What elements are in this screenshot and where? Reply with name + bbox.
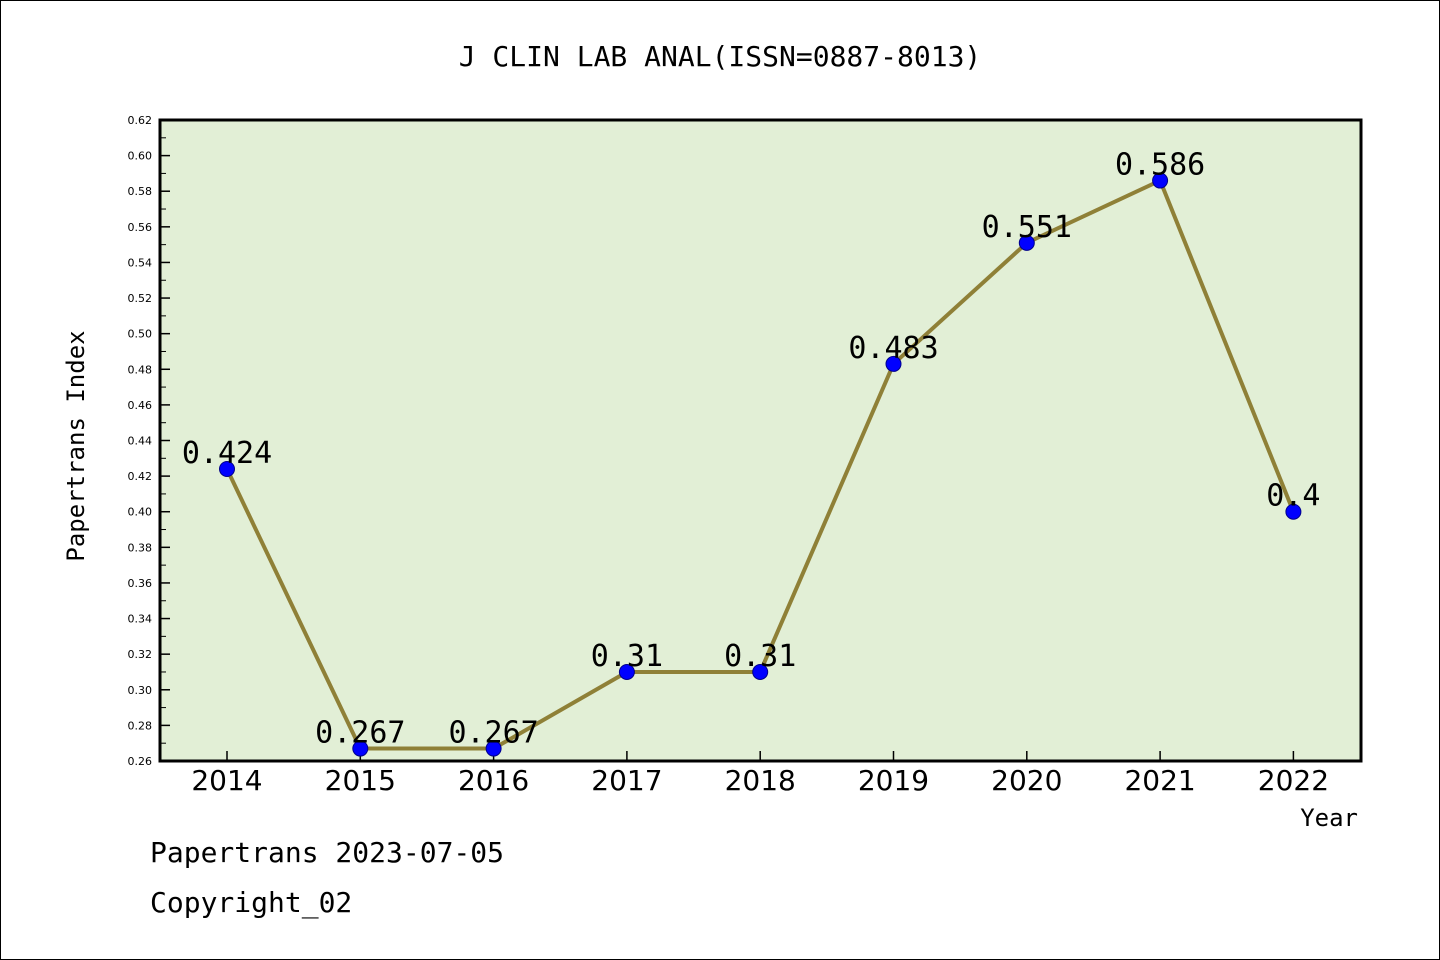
x-tick-label: 2022 (1258, 764, 1329, 797)
footer-source: Papertrans 2023-07-05 (150, 836, 505, 869)
data-label: 0.424 (182, 436, 272, 471)
y-tick-label: 0.44 (128, 435, 153, 448)
x-tick-label: 2019 (858, 764, 929, 797)
x-axis-label: Year (1300, 804, 1358, 832)
data-label: 0.267 (315, 716, 405, 751)
data-label: 0.586 (1115, 148, 1205, 183)
y-tick-label: 0.46 (128, 399, 153, 412)
x-axis: 2014 2015 2016 2017 2018 2019 2020 2021 2022 (191, 751, 1329, 797)
y-tick-label: 0.26 (128, 755, 153, 768)
y-tick-label: 0.42 (128, 470, 153, 483)
y-tick-label: 0.34 (128, 613, 153, 626)
y-tick-label: 0.62 (128, 114, 153, 127)
y-tick-label: 0.30 (128, 684, 153, 697)
data-label: 0.483 (848, 331, 938, 366)
data-point (1285, 503, 1302, 520)
data-label: 0.31 (724, 639, 796, 674)
y-tick-label: 0.36 (128, 577, 153, 590)
data-point (618, 663, 635, 680)
y-axis: 0.26 0.28 0.30 0.32 0.34 0.36 0.38 0.40 0.42 0.44… (128, 114, 170, 768)
y-tick-label: 0.50 (128, 328, 153, 341)
data-points (219, 172, 1302, 757)
x-tick-label: 2020 (991, 764, 1062, 797)
y-tick-label: 0.60 (128, 150, 153, 163)
plot-area (160, 120, 1361, 761)
y-tick-label: 0.38 (128, 541, 153, 554)
x-tick-label: 2018 (725, 764, 796, 797)
x-tick-label: 2017 (591, 764, 662, 797)
plot-border (158, 118, 1363, 763)
y-tick-label: 0.32 (128, 648, 153, 661)
data-point (1018, 234, 1035, 251)
y-tick-label: 0.58 (128, 185, 153, 198)
data-point (752, 663, 769, 680)
data-point (485, 740, 502, 757)
y-tick-label: 0.40 (128, 506, 153, 519)
data-label: 0.267 (448, 716, 538, 751)
data-label: 0.4 (1266, 479, 1320, 514)
y-tick-label: 0.54 (128, 256, 153, 269)
chart-title: J CLIN LAB ANAL(ISSN=0887-8013) (459, 40, 982, 73)
y-tick-label: 0.52 (128, 292, 153, 305)
data-label: 0.31 (591, 639, 663, 674)
x-tick-label: 2016 (458, 764, 529, 797)
data-label: 0.551 (982, 210, 1072, 245)
y-axis-label: Papertrans Index (62, 330, 90, 561)
x-tick-label: 2014 (191, 764, 262, 797)
data-point (885, 355, 902, 372)
y-tick-label: 0.28 (128, 719, 153, 732)
x-tick-label: 2021 (1124, 764, 1195, 797)
y-tick-label: 0.56 (128, 221, 153, 234)
footer-copyright: Copyright_02 (150, 886, 353, 919)
data-point (1152, 172, 1169, 189)
data-point (219, 460, 235, 477)
data-labels: 0.424 0.267 0.267 0.31 0.31 0.483 0.551 0.586 0.… (182, 148, 1321, 751)
data-point (352, 740, 369, 757)
y-tick-label: 0.48 (128, 363, 153, 376)
x-tick-label: 2015 (325, 764, 396, 797)
